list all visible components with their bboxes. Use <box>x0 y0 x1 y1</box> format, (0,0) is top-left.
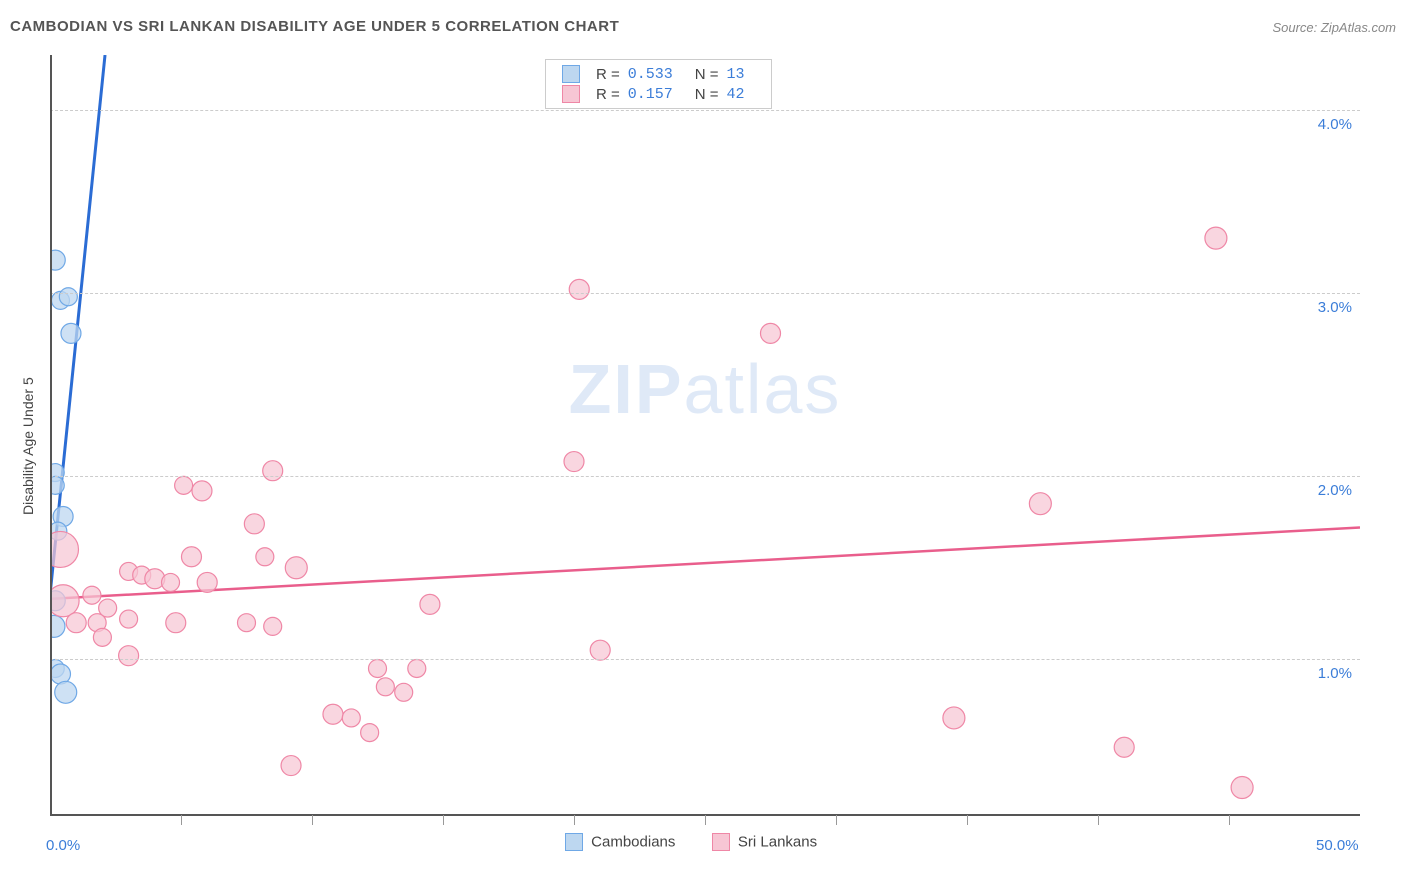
plot-svg <box>50 55 1360 815</box>
data-point-srilankans <box>369 659 387 677</box>
data-point-srilankans <box>120 610 138 628</box>
x-max-label: 50.0% <box>1316 837 1359 854</box>
y-tick-label: 1.0% <box>1318 665 1352 682</box>
data-point-srilankans <box>238 614 256 632</box>
legend-r-value-cambodians: 0.533 <box>626 64 689 84</box>
x-tick-mark <box>836 815 837 825</box>
x-tick-mark <box>1229 815 1230 825</box>
data-point-srilankans <box>93 628 111 646</box>
legend-r-label: R = <box>590 64 626 84</box>
data-point-srilankans <box>281 756 301 776</box>
x-tick-mark <box>967 815 968 825</box>
data-point-srilankans <box>166 613 186 633</box>
grid-line <box>50 110 1360 111</box>
swatch-cambodians <box>565 833 583 851</box>
grid-line <box>50 476 1360 477</box>
swatch-srilankans <box>562 85 580 103</box>
data-point-srilankans <box>197 572 217 592</box>
data-point-srilankans <box>590 640 610 660</box>
trend-line-srilankans <box>50 527 1360 598</box>
data-point-srilankans <box>361 724 379 742</box>
y-axis-label: Disability Age Under 5 <box>20 377 36 515</box>
legend-n-value-cambodians: 13 <box>725 64 761 84</box>
data-point-cambodians <box>61 323 81 343</box>
data-point-srilankans <box>376 678 394 696</box>
swatch-cambodians <box>562 65 580 83</box>
legend-n-label: N = <box>689 64 725 84</box>
data-point-srilankans <box>66 613 86 633</box>
x-tick-mark <box>443 815 444 825</box>
legend-n-value-srilankans: 42 <box>725 84 761 104</box>
y-axis-line <box>50 55 52 815</box>
legend-label-cambodians: Cambodians <box>591 834 675 851</box>
data-point-srilankans <box>943 707 965 729</box>
data-point-srilankans <box>761 323 781 343</box>
plot-area: ZIPatlas 1.0%2.0%3.0%4.0% <box>50 55 1360 815</box>
grid-line <box>50 293 1360 294</box>
data-point-srilankans <box>50 531 78 567</box>
legend-table: R = 0.533 N = 13 R = 0.157 N = 42 <box>556 64 761 104</box>
data-point-srilankans <box>323 704 343 724</box>
source-label: Source: ZipAtlas.com <box>1272 20 1396 35</box>
legend-correlation-box: R = 0.533 N = 13 R = 0.157 N = 42 <box>545 59 772 109</box>
legend-swatch-cell <box>556 64 590 84</box>
x-tick-mark <box>1098 815 1099 825</box>
x-tick-mark <box>574 815 575 825</box>
chart-title: CAMBODIAN VS SRI LANKAN DISABILITY AGE U… <box>10 18 619 35</box>
data-point-srilankans <box>408 659 426 677</box>
data-point-srilankans <box>564 452 584 472</box>
data-point-srilankans <box>263 461 283 481</box>
data-point-srilankans <box>181 547 201 567</box>
x-tick-mark <box>705 815 706 825</box>
legend-r-value-srilankans: 0.157 <box>626 84 689 104</box>
data-point-srilankans <box>244 514 264 534</box>
x-tick-mark <box>312 815 313 825</box>
x-tick-mark <box>181 815 182 825</box>
data-point-srilankans <box>1114 737 1134 757</box>
legend-r-label: R = <box>590 84 626 104</box>
data-point-srilankans <box>1029 493 1051 515</box>
swatch-srilankans <box>712 833 730 851</box>
y-tick-label: 3.0% <box>1318 299 1352 316</box>
data-point-srilankans <box>162 573 180 591</box>
legend-swatch-cell <box>556 84 590 104</box>
data-point-srilankans <box>569 279 589 299</box>
legend-row-srilankans: R = 0.157 N = 42 <box>556 84 761 104</box>
data-point-srilankans <box>119 646 139 666</box>
y-tick-label: 2.0% <box>1318 482 1352 499</box>
data-point-srilankans <box>342 709 360 727</box>
legend-label-srilankans: Sri Lankans <box>738 834 817 851</box>
data-point-srilankans <box>285 557 307 579</box>
data-point-cambodians <box>50 476 64 494</box>
title-bar: CAMBODIAN VS SRI LANKAN DISABILITY AGE U… <box>10 18 1396 48</box>
data-point-srilankans <box>192 481 212 501</box>
chart-container: CAMBODIAN VS SRI LANKAN DISABILITY AGE U… <box>0 0 1406 892</box>
data-point-srilankans <box>83 586 101 604</box>
data-point-cambodians <box>55 681 77 703</box>
data-point-cambodians <box>50 615 65 637</box>
data-point-cambodians <box>59 288 77 306</box>
data-point-cambodians <box>50 250 65 270</box>
x-min-label: 0.0% <box>46 837 80 854</box>
legend-series: Cambodians Sri Lankans <box>565 833 817 851</box>
data-point-srilankans <box>256 548 274 566</box>
legend-n-label: N = <box>689 84 725 104</box>
grid-line <box>50 659 1360 660</box>
data-point-srilankans <box>264 617 282 635</box>
data-point-srilankans <box>420 594 440 614</box>
data-point-srilankans <box>175 476 193 494</box>
legend-row-cambodians: R = 0.533 N = 13 <box>556 64 761 84</box>
data-point-srilankans <box>1231 777 1253 799</box>
y-tick-label: 4.0% <box>1318 116 1352 133</box>
data-point-srilankans <box>1205 227 1227 249</box>
data-point-srilankans <box>395 683 413 701</box>
data-point-srilankans <box>50 585 79 617</box>
